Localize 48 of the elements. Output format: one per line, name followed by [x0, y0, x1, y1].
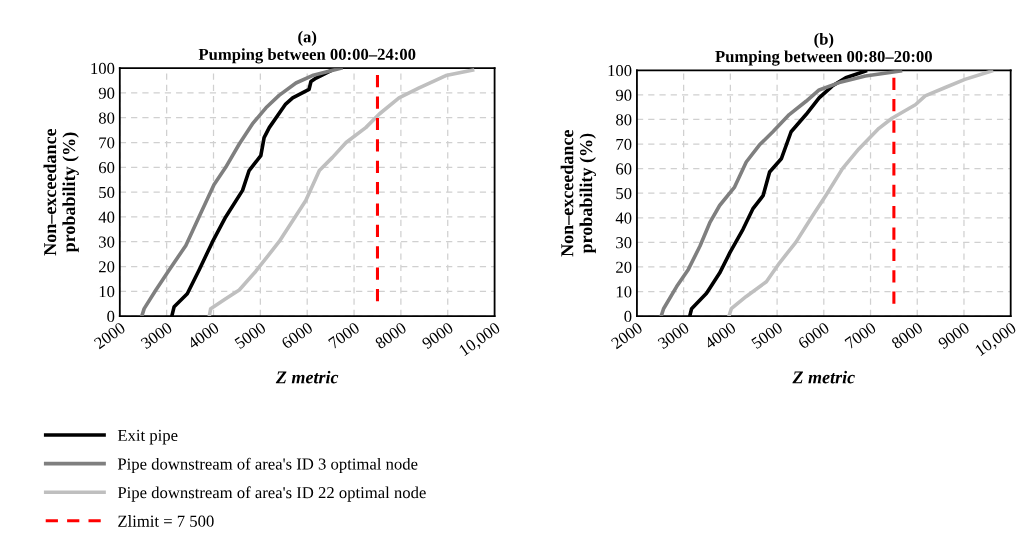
y-tick-label: 90 [615, 89, 632, 101]
legend-label: Pipe downstream of area's ID 22 optimal node [117, 486, 426, 502]
y-axis-title: Non–exceedance probability (%) [43, 128, 79, 256]
x-tick-label: 9000 [937, 321, 971, 350]
y-tick-label: 50 [616, 187, 632, 200]
y-axis-title: Non–exceedance probability (%) [560, 129, 596, 257]
y-tick-label: 70 [99, 137, 115, 149]
x-tick-label: 9000 [421, 321, 454, 350]
y-tick-label: 20 [99, 261, 115, 273]
x-tick-label: 5000 [234, 321, 267, 350]
x-tick-label: 6000 [797, 321, 831, 350]
x-tick-label: 5000 [750, 321, 784, 350]
x-axis-title: Z metric [275, 370, 339, 384]
x-tick-label: 3000 [657, 321, 690, 350]
y-tick-label: 60 [616, 163, 632, 175]
y-tick-label: 100 [608, 65, 632, 77]
x-axis-title: Z metric [792, 370, 855, 384]
x-tick-label: 3000 [140, 321, 173, 350]
x-tick-label: 2000 [93, 321, 127, 350]
y-tick-label: 80 [616, 114, 632, 126]
x-tick-label: 6000 [280, 321, 314, 350]
y-tick-label: 0 [624, 310, 632, 323]
y-tick-label: 60 [99, 162, 115, 174]
y-tick-label: 30 [616, 237, 632, 249]
y-tick-label: 0 [107, 310, 115, 323]
y-tick-label: 30 [99, 236, 115, 248]
legend-label: Pipe downstream of area's ID 3 optimal node [117, 457, 418, 474]
x-tick-label: 2000 [610, 321, 644, 350]
y-tick-label: 20 [616, 261, 632, 273]
y-tick-label: 10 [616, 286, 632, 298]
y-tick-label: 10 [99, 286, 115, 298]
y-tick-label: 80 [98, 112, 115, 124]
y-tick-label: 40 [615, 212, 632, 224]
chart-title: (b) Pumping between 00:80–20:00 [715, 32, 932, 66]
legend-label: Zlimit = 7 500 [118, 515, 214, 527]
y-tick-label: 50 [99, 186, 115, 199]
legend-label: Exit pipe [117, 429, 178, 445]
x-tick-label: 8000 [890, 321, 924, 350]
x-tick-label: 7000 [327, 321, 361, 350]
x-tick-label: 4000 [186, 321, 220, 350]
x-tick-label: 7000 [844, 321, 877, 350]
y-tick-label: 90 [98, 87, 115, 99]
y-tick-label: 100 [91, 62, 115, 75]
chart-title: (a) Pumping between 00:00–24:00 [198, 30, 416, 64]
x-tick-label: 8000 [374, 321, 408, 350]
y-tick-label: 70 [616, 138, 632, 150]
x-tick-label: 4000 [703, 321, 737, 350]
y-tick-label: 40 [98, 211, 115, 223]
